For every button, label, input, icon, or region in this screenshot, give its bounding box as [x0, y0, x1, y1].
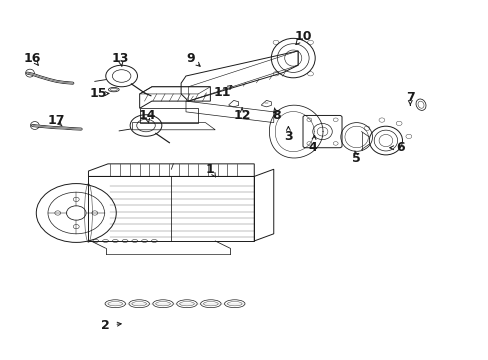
Text: 13: 13 [111, 51, 128, 64]
Text: 10: 10 [294, 30, 311, 43]
Text: 5: 5 [351, 152, 360, 165]
Text: 8: 8 [271, 109, 280, 122]
Text: 2: 2 [101, 319, 110, 332]
Text: 6: 6 [395, 141, 404, 154]
Text: 11: 11 [213, 86, 231, 99]
Text: 12: 12 [233, 109, 250, 122]
Text: 7: 7 [405, 91, 414, 104]
Text: 4: 4 [308, 141, 317, 154]
Text: 14: 14 [138, 109, 155, 122]
Text: 16: 16 [23, 51, 41, 64]
Text: 1: 1 [205, 163, 214, 176]
Text: 3: 3 [284, 130, 292, 144]
Text: 17: 17 [48, 114, 65, 127]
Text: 9: 9 [186, 51, 195, 64]
Text: 15: 15 [89, 87, 107, 100]
